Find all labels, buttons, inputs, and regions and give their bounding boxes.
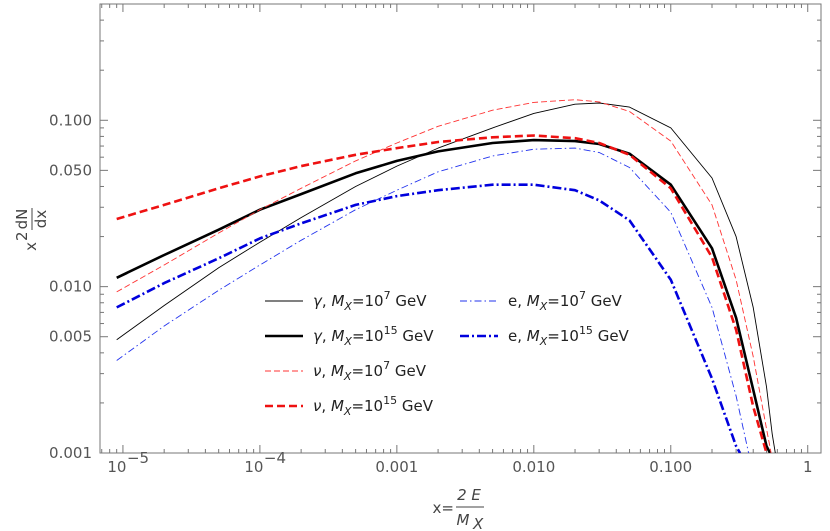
plot-frame bbox=[99, 3, 822, 454]
legend-label: ν, MX=1015 GeV bbox=[313, 394, 434, 418]
y-label-exponent: 2 bbox=[13, 231, 31, 241]
y-label-base: x bbox=[22, 242, 40, 251]
y-tick-label: 0.050 bbox=[49, 161, 92, 179]
series-line-1 bbox=[116, 102, 776, 453]
y-tick-label: 0.005 bbox=[49, 328, 92, 346]
series-line-2 bbox=[116, 138, 772, 453]
x-tick-label: 10 bbox=[107, 458, 126, 476]
legend-item-5: e, MX=107 GeV bbox=[460, 289, 623, 313]
legend-label: γ, MX=107 GeV bbox=[313, 289, 427, 313]
x-tick-label: 0.100 bbox=[649, 458, 692, 476]
legend-label: γ, MX=1015 GeV bbox=[313, 324, 434, 348]
legend: γ, MX=107 GeV γ, MX=1015 GeV ν, MX=107 GeV… bbox=[265, 289, 630, 418]
x-tick-label: 10 bbox=[244, 458, 263, 476]
x-tick-label-exponent: −4 bbox=[264, 449, 286, 467]
x-tick-label: 0.001 bbox=[375, 458, 418, 476]
x-label-lhs: x= bbox=[433, 499, 454, 517]
legend-label: e, MX=1015 GeV bbox=[508, 324, 630, 348]
series-line-6 bbox=[116, 183, 742, 453]
legend-label: ν, MX=107 GeV bbox=[313, 359, 427, 383]
x-label-numerator: 2 E bbox=[457, 486, 481, 504]
x-axis-label: x= 2 E M X bbox=[433, 486, 484, 531]
legend-item-2: γ, MX=1015 GeV bbox=[265, 324, 434, 348]
y-label-denominator: dx bbox=[32, 210, 50, 229]
legend-item-4: ν, MX=1015 GeV bbox=[265, 394, 434, 418]
tick-marks bbox=[100, 3, 821, 454]
legend-item-3: ν, MX=107 GeV bbox=[265, 359, 427, 383]
series-lines bbox=[116, 99, 776, 453]
legend-item-6: e, MX=1015 GeV bbox=[460, 324, 630, 348]
y-tick-label: 0.100 bbox=[49, 111, 92, 129]
y-tick-label: 0.001 bbox=[49, 444, 92, 462]
x-tick-label: 0.010 bbox=[512, 458, 555, 476]
y-tick-labels: 0.001 0.005 0.010 0.050 0.100 bbox=[49, 111, 92, 462]
x-label-denominator: M bbox=[457, 511, 470, 529]
series-line-3 bbox=[116, 99, 772, 453]
legend-label: e, MX=107 GeV bbox=[508, 289, 623, 313]
y-tick-label: 0.010 bbox=[49, 278, 92, 296]
x-label-denominator-subscript: X bbox=[472, 515, 484, 531]
y-axis-label: x 2 dN dx bbox=[13, 208, 50, 251]
y-label-numerator: dN bbox=[13, 209, 31, 230]
x-tick-label: 1 bbox=[803, 458, 813, 476]
legend-item-1: γ, MX=107 GeV bbox=[265, 289, 427, 313]
x-tick-labels: 10 −5 10 −4 0.001 0.010 0.100 1 bbox=[107, 449, 812, 476]
x-tick-label-exponent: −5 bbox=[127, 449, 149, 467]
series-line-5 bbox=[116, 147, 750, 453]
